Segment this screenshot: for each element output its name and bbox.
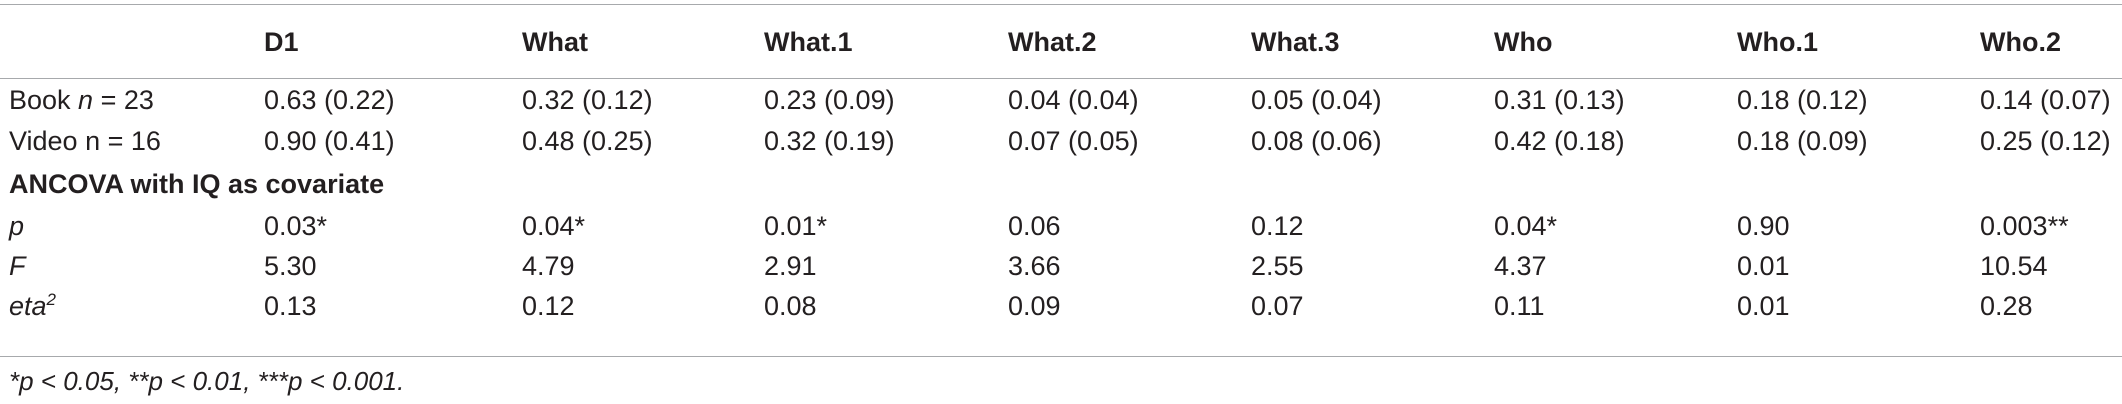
table-cell: 3.66: [1008, 250, 1061, 281]
stat-label-f: F: [0, 246, 264, 286]
table-cell: 0.06: [1008, 210, 1061, 241]
table-cell: 0.12: [1251, 210, 1304, 241]
header-cell-what: What: [522, 26, 588, 57]
table-cell: 5.30: [264, 250, 317, 281]
table-cell: 0.18 (0.12): [1737, 85, 1868, 115]
table-cell: 0.09: [1008, 290, 1061, 321]
stat-label: eta: [9, 290, 47, 321]
bottom-rule: [0, 356, 2122, 357]
row-label-prefix: Video n = 16: [9, 126, 161, 156]
table-cell: 0.03*: [264, 210, 328, 241]
row-label-video: Video n = 16: [0, 121, 264, 162]
stat-label-sup: 2: [46, 289, 57, 309]
table-row-book: Book n = 23 0.63 (0.22) 0.32 (0.12) 0.23…: [0, 80, 2122, 121]
table-cell: 0.48 (0.25): [522, 126, 653, 156]
table-cell: 2.91: [764, 250, 817, 281]
table-cell: 0.04*: [1494, 210, 1558, 241]
header-rule: [0, 78, 2122, 79]
header-cell-d1: D1: [264, 26, 299, 57]
row-label-book: Book n = 23: [0, 80, 264, 121]
stat-label-p: p: [0, 206, 264, 246]
table-cell: 0.08: [764, 290, 817, 321]
row-label-prefix: Book: [9, 85, 79, 115]
table-cell: 0.003**: [1980, 210, 2069, 241]
stat-label-eta: eta2: [0, 286, 264, 326]
table-row-f: F 5.30 4.79 2.91 3.66 2.55 4.37 0.01 10.…: [0, 246, 2122, 286]
section-row: ANCOVA with IQ as covariate: [0, 162, 2122, 206]
table-cell: 0.05 (0.04): [1251, 85, 1382, 115]
table-cell: 0.28: [1980, 290, 2033, 321]
header-cell-what-3: What.3: [1251, 26, 1340, 57]
results-table: D1 What What.1 What.2 What.3 Who Who.1 W…: [0, 0, 2122, 326]
table-cell: 0.04 (0.04): [1008, 85, 1139, 115]
table-row-p: p 0.03* 0.04* 0.01* 0.06 0.12 0.04* 0.90…: [0, 206, 2122, 246]
row-label-n: n: [78, 85, 94, 115]
table-cell: 0.01: [1737, 290, 1790, 321]
table-cell: 0.01*: [764, 210, 828, 241]
table-cell: 4.37: [1494, 250, 1547, 281]
table-cell: 0.13: [264, 290, 317, 321]
table-cell: 4.79: [522, 250, 575, 281]
header-cell-what-1: What.1: [764, 26, 853, 57]
table-row-video: Video n = 16 0.90 (0.41) 0.48 (0.25) 0.3…: [0, 121, 2122, 162]
header-cell-who-2: Who.2: [1980, 26, 2061, 57]
table-cell: 0.18 (0.09): [1737, 126, 1868, 156]
table-cell: 2.55: [1251, 250, 1304, 281]
table-cell: 0.08 (0.06): [1251, 126, 1382, 156]
header-cell-stub: [0, 0, 264, 80]
table-cell: 0.07 (0.05): [1008, 126, 1139, 156]
table-cell: 0.31 (0.13): [1494, 85, 1625, 115]
table-cell: 0.14 (0.07): [1980, 85, 2111, 115]
table-cell: 0.63 (0.22): [264, 85, 395, 115]
table-cell: 0.23 (0.09): [764, 85, 895, 115]
table-cell: 0.07: [1251, 290, 1304, 321]
header-cell-what-2: What.2: [1008, 26, 1097, 57]
header-cell-who-1: Who.1: [1737, 26, 1818, 57]
stat-label: F: [9, 250, 26, 281]
table-cell: 0.42 (0.18): [1494, 126, 1625, 156]
table-cell: 0.90: [1737, 210, 1790, 241]
table-cell: 0.04*: [522, 210, 586, 241]
header-row: D1 What What.1 What.2 What.3 Who Who.1 W…: [0, 0, 2122, 80]
table-cell: 0.01: [1737, 250, 1790, 281]
table-cell: 0.32 (0.19): [764, 126, 895, 156]
stat-label: p: [9, 210, 25, 241]
table-cell: 0.11: [1494, 290, 1545, 321]
table-cell: 0.25 (0.12): [1980, 126, 2111, 156]
table-cell: 0.90 (0.41): [264, 126, 395, 156]
top-rule: [0, 4, 2122, 5]
table-footnote: *p < 0.05, **p < 0.01, ***p < 0.001.: [9, 366, 405, 396]
header-cell-who: Who: [1494, 26, 1553, 57]
table-row-eta: eta2 0.13 0.12 0.08 0.09 0.07 0.11 0.01 …: [0, 286, 2122, 326]
row-label-suffix: = 23: [93, 85, 154, 115]
table-cell: 0.32 (0.12): [522, 85, 653, 115]
table-cell: 10.54: [1980, 250, 2048, 281]
section-title: ANCOVA with IQ as covariate: [9, 168, 385, 199]
table-cell: 0.12: [522, 290, 575, 321]
